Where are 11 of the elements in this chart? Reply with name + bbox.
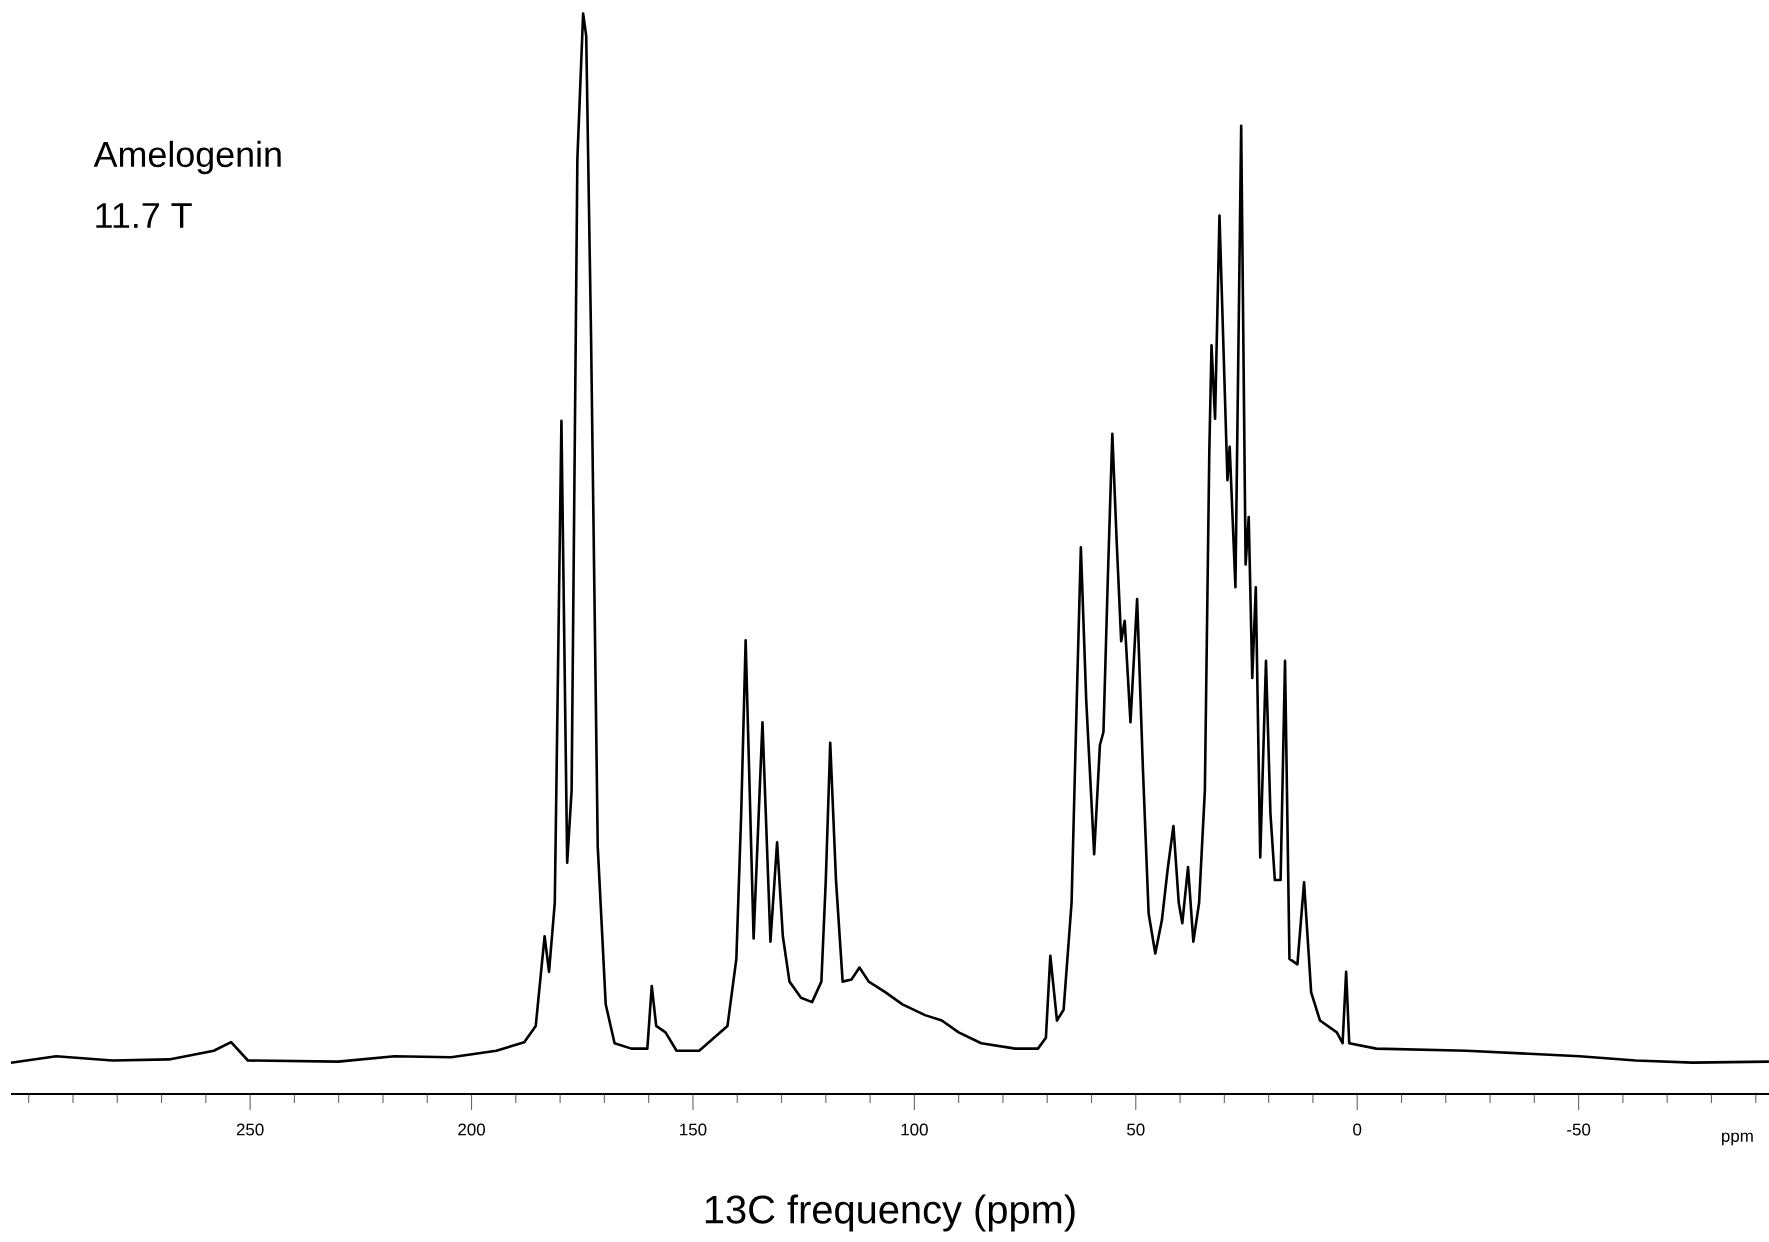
text: ppm [1722,1132,1753,1146]
x-tick-label: 0 [1353,1123,1362,1136]
x-tick-label: 100 [901,1123,928,1136]
x-tick-label: 50 [1127,1123,1145,1136]
text: Amelogenin [93,140,281,175]
x-axis-title: 13C frequency (ppm) [705,1194,1075,1232]
text: 11.7 T [96,203,192,228]
x-tick-label: -50 [1567,1123,1591,1136]
x-tick-label: 200 [458,1123,485,1136]
x-tick-label: 250 [236,1123,264,1136]
x-tick-label: 150 [680,1123,707,1136]
